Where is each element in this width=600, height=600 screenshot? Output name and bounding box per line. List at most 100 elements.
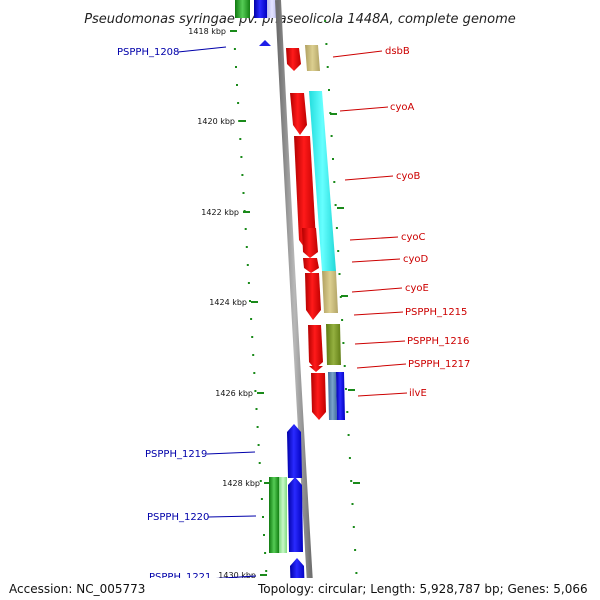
- track-dot: [239, 138, 242, 140]
- gene-label[interactable]: cyoC: [401, 232, 426, 243]
- track-dash: [348, 389, 355, 391]
- scale-ticks: 1418 kbp 1420 kbp 1422 kbp 1424 kbp 1426 kbp…: [188, 27, 271, 580]
- tick-mark: [264, 482, 271, 484]
- track-dot: [341, 319, 344, 321]
- track-dot: [246, 264, 249, 266]
- tick-mark: [257, 392, 264, 394]
- track-dot: [352, 526, 355, 528]
- track-dot: [242, 192, 245, 194]
- map-footer: Accession: NC_005773 Topology: circular;…: [0, 578, 600, 600]
- track-dot: [265, 570, 268, 572]
- tick-label: 1424 kbp: [209, 298, 247, 307]
- tick-label: 1422 kbp: [201, 208, 239, 217]
- tick-mark: [251, 301, 258, 303]
- feature-fragment-top-blue[interactable]: [254, 0, 267, 18]
- track-dot: [254, 390, 257, 392]
- gene-label[interactable]: PSPPH_1221: [149, 572, 211, 583]
- gene-cyoA[interactable]: [290, 93, 307, 135]
- track-dot: [326, 66, 329, 68]
- track-dash: [341, 295, 348, 297]
- cog-block-PSPPH_1216[interactable]: [326, 324, 341, 365]
- track-dot: [247, 282, 250, 284]
- gene-label[interactable]: cyoD: [403, 254, 429, 265]
- reverse-arrow-small[interactable]: [259, 40, 271, 46]
- track-dot: [264, 552, 267, 554]
- gene-label[interactable]: dsbB: [385, 46, 410, 57]
- gene-dsbB[interactable]: [286, 48, 301, 71]
- track-dot: [240, 156, 243, 158]
- gene-label[interactable]: PSPPH_1216: [407, 336, 469, 347]
- track-dot: [337, 250, 340, 252]
- feature-fragment-top-green[interactable]: [235, 0, 250, 18]
- genome-backbone: [275, 0, 314, 600]
- cog-block-ilvE-b[interactable]: [336, 372, 345, 420]
- track-dash: [353, 482, 360, 484]
- tick-mark: [230, 30, 237, 32]
- track-dot: [334, 204, 337, 206]
- tick-label: 1426 kbp: [215, 389, 253, 398]
- track-dot: [342, 342, 345, 344]
- track-dot: [255, 408, 258, 410]
- gene-cyoB[interactable]: [294, 136, 316, 254]
- feature-fragment-top-pale[interactable]: [267, 0, 277, 18]
- gene-label[interactable]: cyoE: [405, 283, 429, 294]
- gene-cyoC[interactable]: [302, 228, 318, 258]
- track-dot: [245, 246, 248, 248]
- cog-block-cyoE[interactable]: [322, 271, 338, 313]
- gene-PSPPH_1215[interactable]: [308, 325, 323, 369]
- track-dot: [263, 534, 265, 536]
- track-dot: [347, 434, 350, 436]
- track-dot: [249, 300, 251, 302]
- cog-block-PSPPH_1220-green[interactable]: [269, 477, 279, 553]
- gene-ilvE[interactable]: [311, 373, 326, 420]
- gene-label[interactable]: ilvE: [409, 388, 427, 399]
- gene-label[interactable]: PSPPH_1220: [147, 512, 209, 523]
- gene-label[interactable]: cyoB: [396, 171, 421, 182]
- gene-label[interactable]: PSPPH_1217: [408, 359, 470, 370]
- track-dot: [324, 20, 327, 22]
- track-dot: [350, 480, 353, 482]
- gene-PSPPH_1220[interactable]: [288, 477, 303, 552]
- track-dot: [330, 135, 333, 137]
- tick-mark: [239, 120, 246, 122]
- track-dot: [351, 503, 354, 505]
- gene-label[interactable]: PSPPH_1219: [145, 449, 207, 460]
- tick-label: 1428 kbp: [222, 479, 260, 488]
- track-dot: [253, 372, 256, 374]
- gene-label[interactable]: cyoA: [390, 102, 415, 113]
- track-dot: [236, 84, 238, 86]
- track-dot: [346, 411, 349, 413]
- track-dot: [237, 102, 240, 104]
- track-dot: [250, 318, 253, 320]
- gene-label[interactable]: PSPPH_1215: [405, 307, 467, 318]
- gene-cyoE[interactable]: [305, 273, 321, 320]
- gene-PSPPH_1219[interactable]: [287, 424, 302, 478]
- track-guides: [232, 20, 360, 590]
- track-dot: [260, 498, 263, 500]
- track-dot: [233, 48, 236, 50]
- label-leaders: [177, 46, 408, 580]
- gene-cyoD[interactable]: [303, 258, 319, 273]
- track-dot: [345, 388, 347, 390]
- track-dot: [332, 158, 334, 160]
- track-dot: [244, 228, 247, 230]
- track-dot: [338, 273, 341, 275]
- cog-block-cyoA[interactable]: [309, 91, 336, 271]
- track-dot: [262, 516, 264, 518]
- track-dot: [256, 426, 259, 428]
- cog-block-ilvE-a[interactable]: [328, 372, 337, 420]
- cog-block-dsbB[interactable]: [305, 45, 320, 71]
- track-dot: [235, 66, 237, 68]
- track-dash: [337, 207, 344, 209]
- gene-PSPPH_1216-arrowhead[interactable]: [309, 366, 323, 372]
- tick-mark: [243, 211, 250, 213]
- cog-block-PSPPH_1220-lightgreen[interactable]: [279, 477, 287, 553]
- tick-label: 1418 kbp: [188, 27, 226, 36]
- track-dot: [348, 457, 351, 459]
- gene-label[interactable]: PSPPH_1208: [117, 47, 179, 58]
- accession-text: Accession: NC_005773: [9, 582, 146, 596]
- track-dot: [259, 480, 262, 482]
- genome-summary-text: Topology: circular; Length: 5,928,787 bp…: [258, 582, 588, 596]
- map-title: Pseudomonas syringae pv. phaseolicola 14…: [84, 12, 516, 27]
